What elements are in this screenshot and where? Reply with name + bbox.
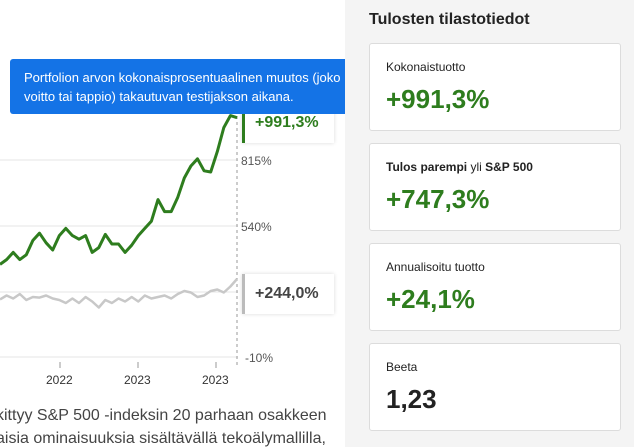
stat-label: Kokonaistuotto — [386, 60, 466, 74]
results-statistics-panel: Tulosten tilastotiedot Kokonaistuotto +9… — [345, 0, 634, 447]
stat-label: Tulos parempi yli S&P 500 — [386, 160, 533, 174]
total-return-tooltip: Portfolion arvon kokonaisprosentuaalinen… — [10, 59, 365, 114]
y-tick-label: -10% — [245, 351, 273, 365]
y-axis-ticks: 815% 540% -10% — [241, 154, 273, 365]
description-line: aisia ominaisuuksia sisältävällä tekoäly… — [0, 430, 326, 447]
stat-label-mid: yli — [467, 160, 486, 174]
stat-label-bold: Tulos parempi — [386, 160, 468, 174]
stat-value: 1,23 — [386, 384, 437, 414]
stat-value: +747,3% — [386, 184, 490, 214]
stat-card-outperformance: Tulos parempi yli S&P 500 +747,3% — [369, 143, 621, 231]
description-line: kittyy S&P 500 -indeksin 20 parhaan osak… — [0, 407, 327, 424]
stat-card-total-return: Kokonaistuotto +991,3% — [369, 43, 621, 131]
x-axis-ticks: 2022 2023 2023 — [46, 373, 229, 387]
x-tick-label: 2023 — [202, 373, 229, 387]
x-tick-label: 2022 — [46, 373, 73, 387]
panel-title: Tulosten tilastotiedot — [369, 11, 530, 28]
stat-card-beta: Beeta 1,23 — [369, 343, 621, 431]
x-tick-label: 2023 — [124, 373, 151, 387]
strategy-description: kittyy S&P 500 -indeksin 20 parhaan osak… — [0, 404, 345, 447]
stat-label-bold: S&P 500 — [485, 160, 533, 174]
y-tick-label: 540% — [241, 220, 272, 234]
y-tick-label: 815% — [241, 154, 272, 168]
tooltip-text: Portfolion arvon kokonaisprosentuaalinen… — [24, 70, 341, 104]
stat-label: Annualisoitu tuotto — [386, 260, 485, 274]
stat-card-annualized-return: Annualisoitu tuotto +24,1% — [369, 243, 621, 331]
stat-value: +991,3% — [386, 84, 490, 114]
chart-series — [0, 114, 238, 309]
benchmark-value-tag: +244,0% — [242, 274, 334, 314]
benchmark-line — [0, 278, 238, 309]
stat-value: +24,1% — [386, 284, 475, 314]
stat-label: Beeta — [386, 360, 418, 374]
portfolio-line — [0, 114, 238, 266]
chart-svg: 815% 540% -10% 2022 2023 2023 — [0, 110, 273, 387]
